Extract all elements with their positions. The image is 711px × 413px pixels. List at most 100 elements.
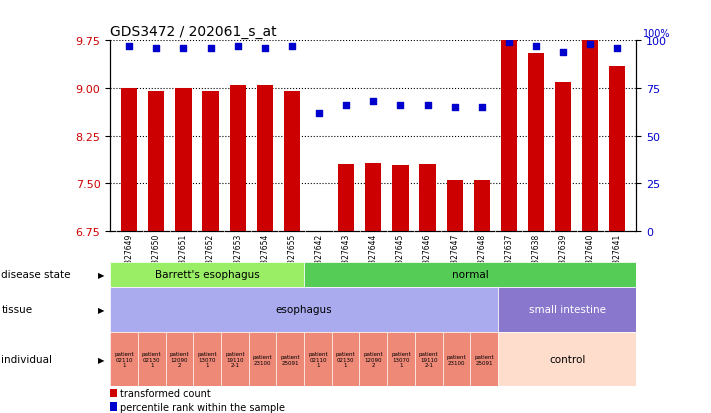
Text: disease state: disease state bbox=[1, 270, 71, 280]
Text: tissue: tissue bbox=[1, 305, 33, 315]
Bar bbox=[528, 54, 544, 231]
Text: GSM327647: GSM327647 bbox=[450, 233, 459, 279]
Bar bbox=[203, 92, 219, 231]
Point bbox=[124, 44, 135, 50]
Text: Barrett's esophagus: Barrett's esophagus bbox=[155, 270, 260, 280]
Point bbox=[232, 44, 243, 50]
Text: transformed count: transformed count bbox=[120, 388, 211, 398]
Bar bbox=[470, 332, 498, 386]
Text: patient
13070
1: patient 13070 1 bbox=[391, 351, 411, 368]
Text: patient
02130
1: patient 02130 1 bbox=[336, 351, 356, 368]
Bar bbox=[304, 332, 332, 386]
Bar bbox=[360, 332, 387, 386]
Point bbox=[314, 110, 325, 117]
Point bbox=[530, 44, 542, 50]
Point bbox=[259, 45, 270, 52]
Text: GSM327641: GSM327641 bbox=[613, 233, 622, 279]
Bar bbox=[166, 332, 193, 386]
Text: GSM327653: GSM327653 bbox=[233, 233, 242, 279]
Bar bbox=[110, 332, 138, 386]
Text: GSM327654: GSM327654 bbox=[260, 233, 269, 279]
Text: patient
19110
2-1: patient 19110 2-1 bbox=[419, 351, 439, 368]
Bar bbox=[415, 332, 442, 386]
Text: patient
12090
2: patient 12090 2 bbox=[363, 351, 383, 368]
Bar bbox=[392, 166, 409, 231]
Text: percentile rank within the sample: percentile rank within the sample bbox=[120, 401, 285, 411]
Text: patient
23100: patient 23100 bbox=[252, 354, 272, 365]
Bar bbox=[138, 332, 166, 386]
Bar bbox=[338, 165, 354, 231]
Text: patient
12090
2: patient 12090 2 bbox=[170, 351, 189, 368]
Point bbox=[422, 102, 433, 109]
Text: GSM327652: GSM327652 bbox=[206, 233, 215, 279]
Bar bbox=[121, 89, 137, 231]
Text: GSM327644: GSM327644 bbox=[369, 233, 378, 279]
Text: ▶: ▶ bbox=[98, 355, 105, 364]
Bar bbox=[304, 262, 636, 287]
Text: GSM327638: GSM327638 bbox=[532, 233, 540, 279]
Text: 100%: 100% bbox=[643, 28, 670, 38]
Point bbox=[205, 45, 216, 52]
Text: patient
23100: patient 23100 bbox=[447, 354, 466, 365]
Point bbox=[476, 104, 488, 111]
Text: GSM327646: GSM327646 bbox=[423, 233, 432, 279]
Point bbox=[341, 102, 352, 109]
Bar bbox=[419, 165, 436, 231]
Bar bbox=[193, 332, 221, 386]
Point bbox=[395, 102, 406, 109]
Point bbox=[584, 42, 596, 48]
Text: control: control bbox=[549, 354, 585, 364]
Text: patient
02110
1: patient 02110 1 bbox=[114, 351, 134, 368]
Bar bbox=[582, 41, 599, 231]
Bar bbox=[110, 402, 117, 411]
Text: patient
25091: patient 25091 bbox=[280, 354, 300, 365]
Bar bbox=[221, 332, 249, 386]
Bar bbox=[501, 41, 517, 231]
Point bbox=[151, 45, 162, 52]
Text: GSM327640: GSM327640 bbox=[586, 233, 594, 279]
Bar bbox=[365, 164, 381, 231]
Text: GSM327651: GSM327651 bbox=[179, 233, 188, 279]
Bar bbox=[447, 180, 463, 231]
Bar bbox=[442, 332, 470, 386]
Text: small intestine: small intestine bbox=[528, 305, 606, 315]
Text: GSM327650: GSM327650 bbox=[152, 233, 161, 279]
Point bbox=[557, 50, 569, 56]
Text: patient
25091: patient 25091 bbox=[474, 354, 494, 365]
Bar bbox=[332, 332, 360, 386]
Bar bbox=[311, 231, 327, 233]
Point bbox=[449, 104, 460, 111]
Point bbox=[287, 44, 298, 50]
Text: patient
19110
2-1: patient 19110 2-1 bbox=[225, 351, 245, 368]
Point bbox=[368, 99, 379, 105]
Point bbox=[503, 40, 515, 47]
Text: ▶: ▶ bbox=[98, 305, 105, 314]
Bar bbox=[230, 85, 246, 231]
Bar bbox=[498, 287, 636, 332]
Bar bbox=[257, 85, 273, 231]
Text: GSM327643: GSM327643 bbox=[342, 233, 351, 279]
Text: GSM327655: GSM327655 bbox=[287, 233, 296, 279]
Bar bbox=[110, 287, 498, 332]
Bar bbox=[148, 92, 164, 231]
Bar bbox=[277, 332, 304, 386]
Text: GSM327649: GSM327649 bbox=[124, 233, 134, 279]
Text: normal: normal bbox=[451, 270, 488, 280]
Bar bbox=[110, 389, 117, 397]
Text: GSM327645: GSM327645 bbox=[396, 233, 405, 279]
Text: ▶: ▶ bbox=[98, 270, 105, 279]
Bar bbox=[609, 66, 626, 231]
Bar bbox=[249, 332, 277, 386]
Bar bbox=[498, 332, 636, 386]
Text: GSM327639: GSM327639 bbox=[559, 233, 567, 279]
Text: patient
13070
1: patient 13070 1 bbox=[198, 351, 217, 368]
Text: individual: individual bbox=[1, 354, 53, 364]
Bar bbox=[176, 89, 191, 231]
Bar bbox=[284, 92, 300, 231]
Bar bbox=[555, 83, 571, 231]
Bar bbox=[110, 262, 304, 287]
Text: esophagus: esophagus bbox=[276, 305, 332, 315]
Point bbox=[611, 45, 623, 52]
Point bbox=[178, 45, 189, 52]
Text: GSM327648: GSM327648 bbox=[477, 233, 486, 279]
